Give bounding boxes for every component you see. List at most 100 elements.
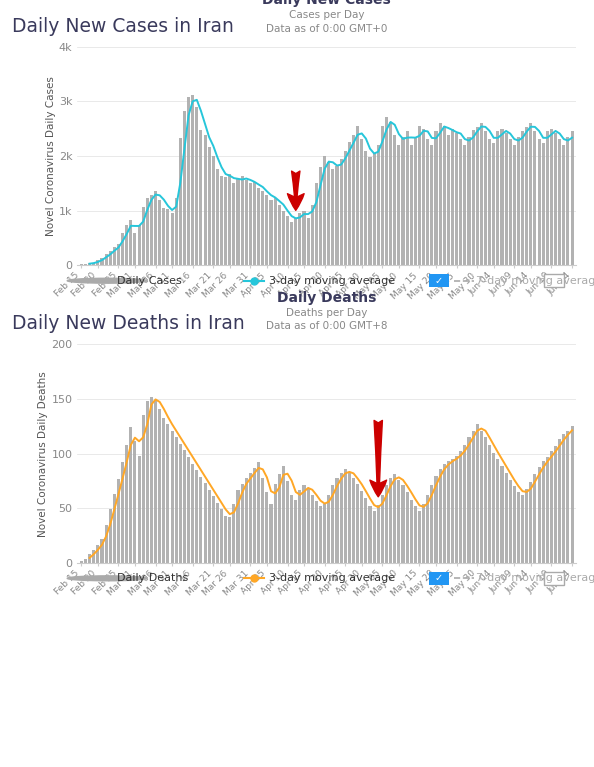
Bar <box>393 475 396 563</box>
Bar <box>228 517 231 563</box>
Bar <box>88 263 91 265</box>
Text: Daily Deaths: Daily Deaths <box>277 291 377 305</box>
Bar <box>525 127 528 265</box>
Bar <box>352 478 355 563</box>
Bar <box>129 220 132 265</box>
Bar <box>352 135 355 265</box>
Bar <box>121 463 124 563</box>
Bar <box>426 495 429 563</box>
Bar <box>336 478 339 563</box>
Bar <box>517 137 520 265</box>
Bar <box>422 504 425 563</box>
Bar <box>92 550 95 563</box>
Bar <box>249 183 252 265</box>
Bar <box>302 212 305 265</box>
Bar <box>170 213 173 265</box>
Bar <box>327 495 330 563</box>
Bar <box>154 400 157 563</box>
Bar <box>80 561 83 563</box>
Bar <box>550 452 553 563</box>
Bar <box>467 137 470 265</box>
Bar <box>195 470 198 563</box>
Bar <box>546 457 549 563</box>
FancyBboxPatch shape <box>429 571 449 585</box>
Bar <box>570 130 574 265</box>
Bar <box>389 478 392 563</box>
Bar <box>418 126 421 265</box>
Bar <box>488 139 491 265</box>
Bar <box>331 486 334 563</box>
Bar <box>311 206 314 265</box>
Text: Deaths per Day
Data as of 0:00 GMT+8: Deaths per Day Data as of 0:00 GMT+8 <box>266 308 387 331</box>
Bar <box>307 218 309 265</box>
Bar <box>175 198 178 265</box>
Bar <box>500 129 504 265</box>
Bar <box>434 130 438 265</box>
Bar <box>270 199 273 265</box>
Bar <box>554 133 557 265</box>
Bar <box>121 233 124 265</box>
Bar <box>323 156 326 265</box>
Bar <box>402 486 405 563</box>
Bar <box>410 145 413 265</box>
Bar <box>261 478 264 563</box>
Bar <box>302 486 305 563</box>
Bar <box>211 496 215 563</box>
Bar <box>274 484 277 563</box>
Bar <box>467 437 470 563</box>
Bar <box>200 476 203 563</box>
Bar <box>245 478 248 563</box>
Bar <box>257 463 260 563</box>
Bar <box>195 107 198 265</box>
Bar <box>542 143 545 265</box>
Bar <box>340 159 343 265</box>
Bar <box>529 123 532 265</box>
Bar <box>208 490 211 563</box>
Bar <box>141 206 145 265</box>
Bar <box>117 479 120 563</box>
Text: Daily New Deaths in Iran: Daily New Deaths in Iran <box>12 314 245 333</box>
Bar <box>150 397 153 563</box>
Text: 3-day moving average: 3-day moving average <box>269 275 396 286</box>
Bar <box>508 480 512 563</box>
Bar <box>162 208 165 265</box>
Bar <box>158 409 161 563</box>
Bar <box>484 437 487 563</box>
Bar <box>508 139 512 265</box>
Bar <box>315 501 318 563</box>
Bar <box>459 139 462 265</box>
Bar <box>488 445 491 563</box>
Bar <box>434 476 438 563</box>
Bar <box>257 188 260 265</box>
Bar <box>241 484 244 563</box>
Bar <box>451 459 454 563</box>
Bar <box>414 137 417 265</box>
Bar <box>125 225 128 265</box>
FancyBboxPatch shape <box>429 274 449 288</box>
Bar <box>521 495 524 563</box>
Bar <box>500 466 504 563</box>
Bar <box>166 424 169 563</box>
Y-axis label: Novel Coronavirus Daily Cases: Novel Coronavirus Daily Cases <box>46 76 56 236</box>
Bar <box>344 150 347 265</box>
Bar <box>204 135 207 265</box>
Bar <box>496 459 500 563</box>
Bar <box>492 453 495 563</box>
Bar <box>154 191 157 265</box>
Bar <box>472 431 475 563</box>
Bar <box>364 499 368 563</box>
Bar <box>261 191 264 265</box>
Bar <box>125 445 128 563</box>
Bar <box>570 426 574 563</box>
Bar <box>521 130 524 265</box>
Bar <box>88 555 91 563</box>
Bar <box>294 499 298 563</box>
Bar <box>472 130 475 265</box>
Bar <box>278 206 281 265</box>
Bar <box>513 145 516 265</box>
Bar <box>567 137 570 265</box>
Bar <box>241 176 244 265</box>
Bar <box>517 492 520 563</box>
Bar <box>447 135 450 265</box>
Bar <box>183 111 186 265</box>
